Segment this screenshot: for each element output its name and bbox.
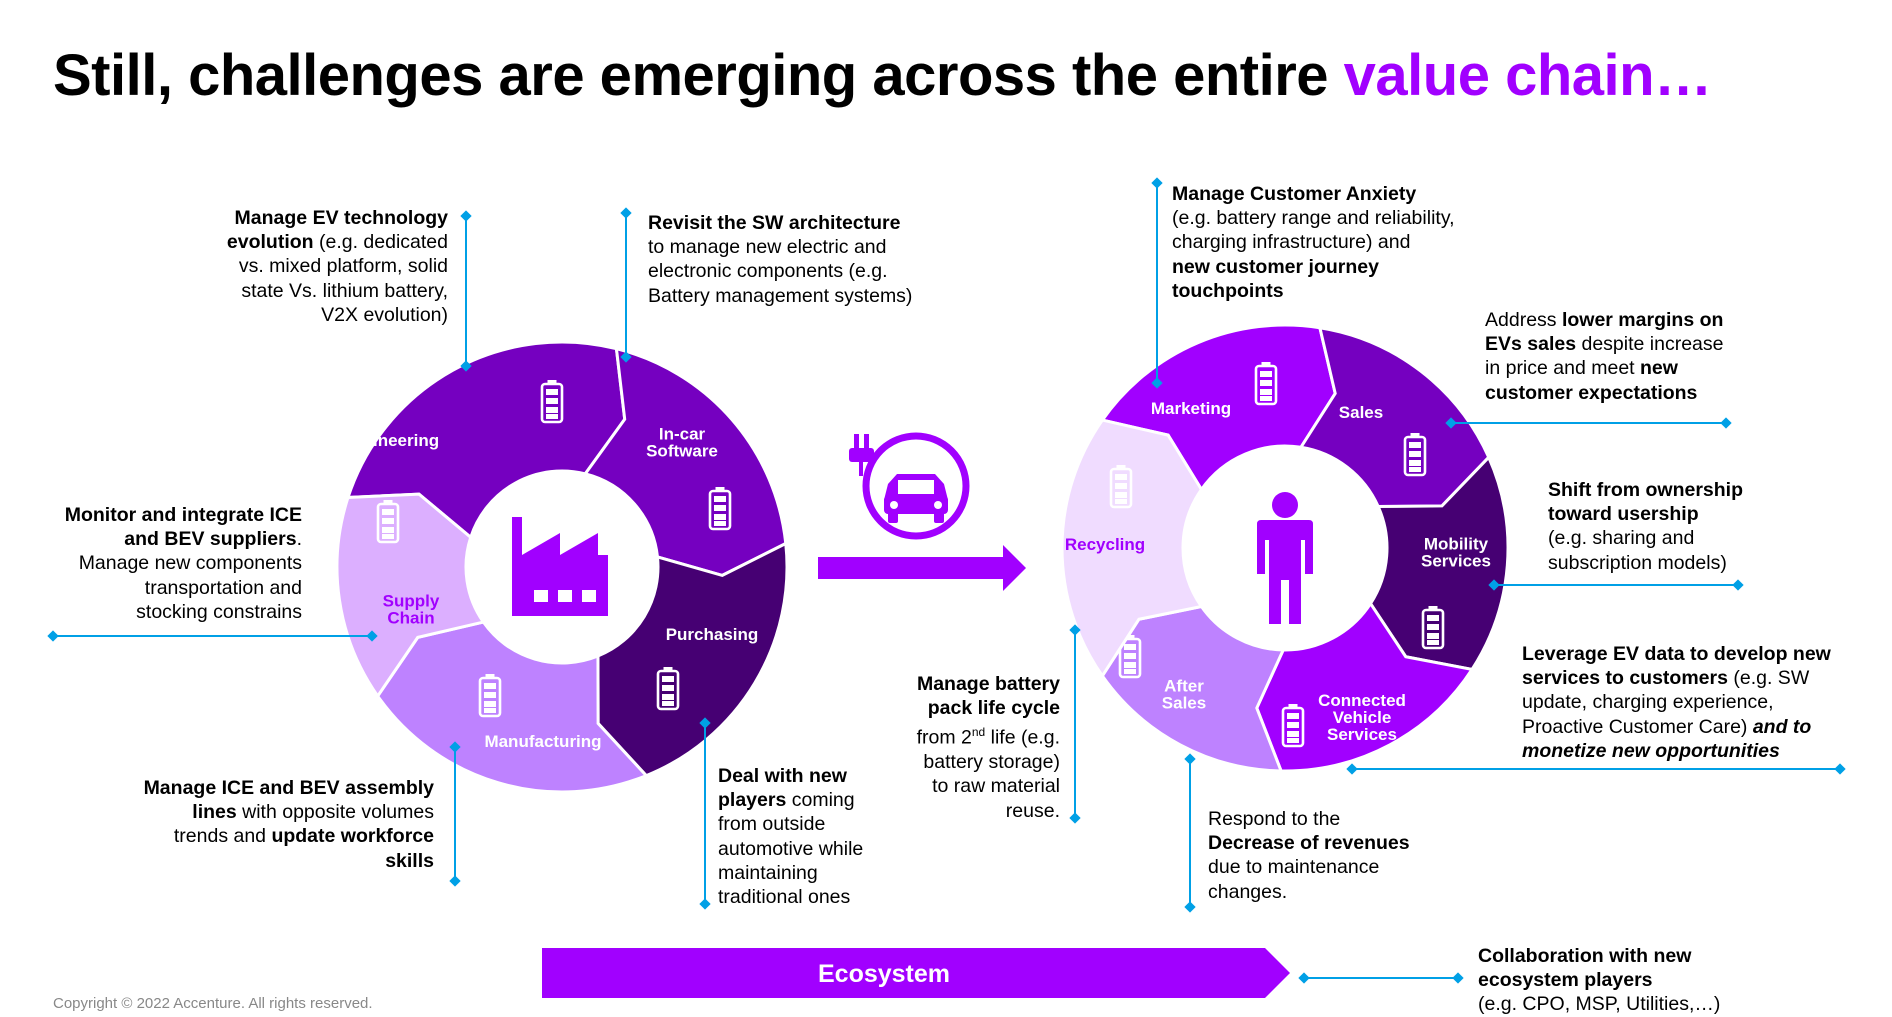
title-accent: value chain… [1343, 43, 1712, 108]
segment-label-manufacturing: Manufacturing [484, 732, 601, 751]
note-manufacturing: Manage ICE and BEV assembly lines with op… [143, 777, 434, 872]
segment-label-purchasing: Purchasing [666, 625, 759, 644]
person-icon [1257, 492, 1313, 624]
segment-label-engineering: Engineering [341, 431, 439, 450]
segment-label-after-sales: After Sales [1162, 677, 1206, 713]
connector-endpoint [1732, 579, 1744, 591]
ecosystem-bar [542, 948, 1290, 998]
note-recycling: Manage battery pack life cycle from 2nd li… [916, 673, 1060, 822]
transition-arrow [818, 545, 1026, 591]
connector-endpoint [449, 875, 461, 887]
note-connected: Leverage EV data to develop new services … [1522, 643, 1831, 762]
segment-in-car-software [582, 346, 788, 578]
connector-endpoint [699, 717, 711, 729]
right-cycle: Marketing Sales Mobility Services Connected V… [1060, 323, 1510, 773]
ecosystem-label: Ecosystem [818, 960, 950, 988]
connector-endpoint [1834, 763, 1846, 775]
note-software: Revisit the SW architecture to manage ne… [648, 212, 913, 307]
connector-endpoint [1488, 579, 1500, 591]
segment-label-recycling: Recycling [1065, 535, 1145, 554]
connector-endpoint [1298, 972, 1310, 984]
segment-sales [1298, 325, 1491, 509]
note-sales: Address lower margins on EVs sales despit… [1485, 309, 1724, 404]
left-cycle: Engineering In-car Software Purchasing Manuf… [335, 340, 789, 794]
connector-endpoint [1184, 901, 1196, 913]
connector-endpoint [1151, 377, 1163, 389]
factory-icon [512, 517, 608, 616]
connector-endpoint [1069, 812, 1081, 824]
segment-supply-chain [335, 492, 486, 699]
segment-label-supply-chain: Supply Chain [383, 592, 440, 628]
connector-endpoint [1445, 417, 1457, 429]
connector-endpoint [1069, 624, 1081, 636]
connector-endpoint [460, 210, 472, 222]
segment-label-in-car-software: In-car Software [646, 425, 718, 461]
segment-purchasing [596, 541, 789, 778]
connector-endpoint [449, 741, 461, 753]
note-supply-chain: Monitor and integrate ICE and BEV supplie… [64, 504, 302, 623]
ev-plug-car-icon [849, 432, 970, 540]
segment-marketing [1099, 323, 1337, 493]
connector-endpoint [1720, 417, 1732, 429]
segment-recycling [1060, 418, 1204, 679]
note-engineering: Manage EV technology evolution (e.g. dedi… [226, 207, 448, 326]
connector-endpoint [366, 630, 378, 642]
connector-endpoint [1151, 177, 1163, 189]
connector-endpoint [47, 630, 59, 642]
connector-endpoint [1452, 972, 1464, 984]
note-purchasing: Deal with new players coming from outside a… [718, 765, 864, 909]
title-text: Still, challenges are emerging across th… [53, 43, 1344, 108]
connector-endpoint [1184, 753, 1196, 765]
note-ecosystem: Collaboration with new ecosystem players(… [1478, 945, 1721, 1016]
connector-endpoint [1346, 763, 1358, 775]
connector-endpoint [620, 351, 632, 363]
segment-label-marketing: Marketing [1151, 399, 1231, 418]
connector-endpoint [699, 898, 711, 910]
note-marketing: Manage Customer Anxiety (e.g. battery ran… [1172, 183, 1455, 302]
connector-endpoint [460, 360, 472, 372]
segment-manufacturing [375, 620, 649, 794]
note-mobility: Shift from ownership toward usership (e.g.… [1548, 479, 1743, 574]
page-title: Still, challenges are emerging across th… [53, 42, 1712, 109]
segment-label-mobility-services: Mobility Services [1421, 535, 1491, 571]
segment-label-connected-vehicle-services: Connected Vehicle Services [1318, 691, 1406, 744]
note-after-sales: Respond to the Decrease of revenues due to… [1208, 808, 1410, 903]
connector-endpoint [620, 207, 632, 219]
connectors [47, 177, 1846, 984]
segment-label-sales: Sales [1339, 403, 1383, 422]
